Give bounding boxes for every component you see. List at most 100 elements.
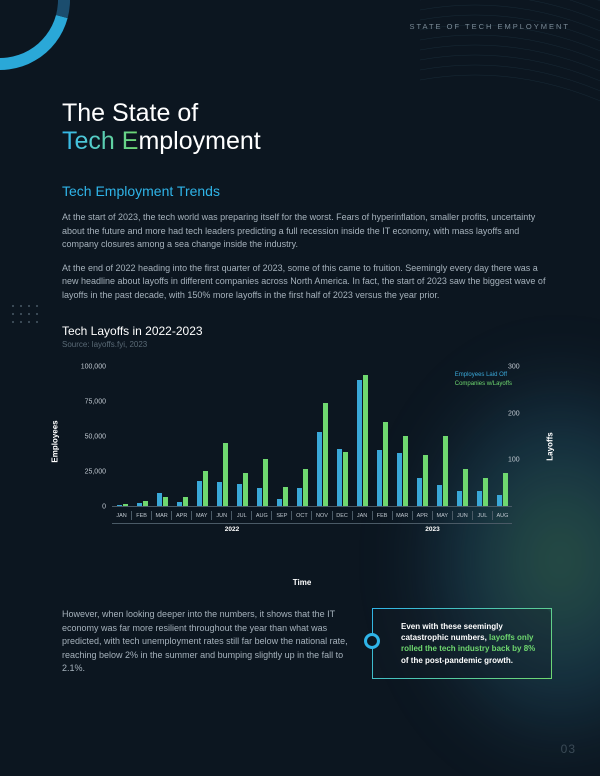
x-tick: APR — [171, 511, 191, 520]
bar-employees — [397, 453, 402, 506]
bar-employees — [257, 488, 262, 506]
paragraph-2: At the end of 2022 heading into the firs… — [62, 262, 552, 303]
x-tick: APR — [412, 511, 432, 520]
x-tick: JAN — [352, 511, 372, 520]
bar-employees — [417, 478, 422, 506]
decorative-dots — [12, 305, 38, 329]
bar-group — [172, 367, 192, 506]
year-label-a: 2022 — [225, 526, 239, 533]
bar-companies — [203, 471, 208, 506]
bar-employees — [297, 488, 302, 506]
bar-employees — [337, 449, 342, 506]
bar-companies — [423, 455, 428, 506]
callout-box: Even with these seemingly catastrophic n… — [372, 608, 552, 679]
year-separator: 20222023 — [112, 523, 512, 524]
bar-group — [272, 367, 292, 506]
page-number: 03 — [561, 742, 576, 756]
x-tick: JUN — [211, 511, 231, 520]
y1-tick: 75,000 — [85, 399, 106, 406]
bar-group — [452, 367, 472, 506]
x-tick: MAR — [151, 511, 171, 520]
bar-companies — [143, 501, 148, 506]
bar-group — [392, 367, 412, 506]
x-tick: JUL — [472, 511, 492, 520]
bar-companies — [443, 436, 448, 506]
x-tick: FEB — [131, 511, 151, 520]
bar-companies — [243, 473, 248, 506]
bar-companies — [263, 459, 268, 506]
bar-employees — [217, 482, 222, 506]
bar-group — [252, 367, 272, 506]
bar-employees — [137, 503, 142, 507]
x-tick: AUG — [492, 511, 512, 520]
x-tick: JUN — [452, 511, 472, 520]
bar-companies — [503, 473, 508, 506]
x-tick: AUG — [251, 511, 271, 520]
chart-source: Source: layoffs.fyi, 2023 — [62, 340, 552, 349]
bar-group — [472, 367, 492, 506]
bar-group — [212, 367, 232, 506]
chart-title: Tech Layoffs in 2022-2023 — [62, 324, 552, 338]
x-ticks: JANFEBMARAPRMAYJUNJULAUGSEPOCTNOVDECJANF… — [112, 511, 512, 520]
year-label-b: 2023 — [425, 526, 439, 533]
decorative-ring — [0, 0, 96, 96]
y1-ticks: 025,00050,00075,000100,000 — [70, 367, 110, 507]
bar-employees — [197, 481, 202, 506]
paragraph-1: At the start of 2023, the tech world was… — [62, 211, 552, 252]
x-tick: JAN — [112, 511, 131, 520]
bar-companies — [483, 478, 488, 506]
bar-companies — [323, 403, 328, 506]
bar-companies — [123, 504, 128, 506]
bar-employees — [437, 485, 442, 506]
bar-group — [352, 367, 372, 506]
x-tick: MAR — [392, 511, 412, 520]
bar-group — [332, 367, 352, 506]
bar-employees — [457, 491, 462, 506]
bar-employees — [177, 502, 182, 506]
title-rest-part: mployment — [138, 127, 260, 155]
y1-axis-label: Employees — [51, 420, 60, 462]
bar-employees — [477, 491, 482, 506]
x-tick: MAY — [432, 511, 452, 520]
bar-employees — [497, 495, 502, 506]
bar-group — [412, 367, 432, 506]
bar-employees — [117, 505, 122, 506]
section-subtitle: Tech Employment Trends — [62, 183, 552, 199]
bar-group — [112, 367, 132, 506]
bar-companies — [163, 497, 168, 506]
bar-companies — [223, 443, 228, 506]
bar-companies — [183, 497, 188, 506]
bar-employees — [377, 450, 382, 506]
bottom-paragraph: However, when looking deeper into the nu… — [62, 608, 354, 676]
x-tick: MAY — [191, 511, 211, 520]
bar-companies — [343, 452, 348, 506]
bar-group — [432, 367, 452, 506]
bar-group — [152, 367, 172, 506]
header-tag: STATE OF TECH EMPLOYMENT — [409, 22, 570, 31]
bar-group — [192, 367, 212, 506]
y1-tick: 100,000 — [81, 364, 106, 371]
x-tick: NOV — [311, 511, 331, 520]
y2-axis-label: Layoffs — [545, 432, 554, 460]
x-tick: DEC — [332, 511, 352, 520]
callout-text-post: of the post-pandemic growth. — [401, 656, 513, 665]
x-tick: JUL — [231, 511, 251, 520]
callout-ring-icon — [364, 633, 380, 649]
title-gradient-part: Tech E — [62, 127, 138, 155]
bar-employees — [277, 499, 282, 506]
x-tick: OCT — [291, 511, 311, 520]
y1-tick: 50,000 — [85, 434, 106, 441]
callout-text-pre: Even with these seemingly catastrophic n… — [401, 622, 503, 642]
bar-employees — [157, 493, 162, 506]
bar-companies — [463, 469, 468, 506]
bar-employees — [357, 380, 362, 506]
bar-companies — [363, 375, 368, 506]
main-title-line2: Tech Employment — [62, 128, 552, 156]
layoffs-chart: Employees Layoffs Time Employees Laid Of… — [62, 367, 542, 577]
y1-tick: 0 — [102, 504, 106, 511]
bar-group — [232, 367, 252, 506]
bar-group — [292, 367, 312, 506]
y1-tick: 25,000 — [85, 469, 106, 476]
x-tick: SEP — [271, 511, 291, 520]
bar-employees — [317, 432, 322, 506]
